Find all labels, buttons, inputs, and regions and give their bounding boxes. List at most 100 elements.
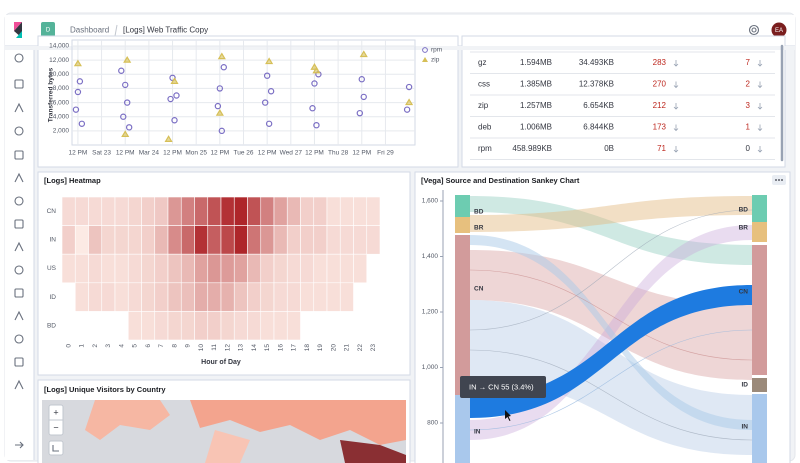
sankey-node[interactable]	[752, 195, 767, 222]
heatmap-cell[interactable]	[61, 196, 76, 226]
heatmap-cell[interactable]	[326, 196, 341, 226]
app-badge[interactable]	[41, 22, 55, 37]
heatmap-cell[interactable]	[300, 282, 315, 312]
heatmap-cell[interactable]	[154, 196, 169, 226]
fit-bounds-button[interactable]	[48, 440, 64, 456]
scatter-point[interactable]	[167, 95, 174, 103]
heatmap-cell[interactable]	[207, 311, 222, 341]
scatter-point[interactable]	[173, 92, 180, 99]
heatmap-cell[interactable]	[167, 282, 182, 312]
heatmap-cell[interactable]	[233, 311, 248, 341]
heatmap-cell[interactable]	[247, 225, 262, 255]
heatmap-cell[interactable]	[233, 196, 248, 226]
heatmap-cell[interactable]	[260, 311, 275, 341]
scatter-point[interactable]	[263, 72, 271, 79]
heatmap-cell[interactable]	[353, 225, 368, 255]
breadcrumb[interactable]: Dashboard	[70, 26, 109, 35]
heatmap-cell[interactable]	[127, 196, 142, 226]
scatter-point[interactable]	[125, 124, 133, 131]
nav-icon[interactable]	[14, 102, 24, 113]
heatmap-cell[interactable]	[207, 253, 222, 284]
heatmap-cell[interactable]	[180, 196, 195, 226]
heatmap-cell[interactable]	[154, 253, 169, 284]
heatmap-cell[interactable]	[180, 282, 195, 312]
scatter-point[interactable]	[216, 85, 224, 92]
heatmap-cell[interactable]	[339, 282, 354, 312]
heatmap-cell[interactable]	[141, 311, 156, 341]
heatmap-cell[interactable]	[114, 282, 129, 312]
heatmap-cell[interactable]	[247, 311, 262, 341]
scatter-point[interactable]	[120, 113, 127, 120]
scatter-point[interactable]	[169, 74, 176, 82]
heatmap-cell[interactable]	[88, 225, 103, 255]
scatter-point[interactable]	[311, 80, 318, 87]
heatmap-cell[interactable]	[220, 225, 235, 255]
scatter-point[interactable]	[220, 64, 227, 71]
heatmap-cell[interactable]	[366, 225, 381, 255]
scatter-point[interactable]	[265, 120, 273, 127]
heatmap-cell[interactable]	[88, 196, 103, 226]
scatter-point[interactable]	[78, 120, 86, 127]
heatmap-cell[interactable]	[167, 311, 182, 341]
heatmap-cell[interactable]	[220, 196, 235, 226]
heatmap-cell[interactable]	[260, 225, 275, 255]
scatter-point[interactable]	[261, 99, 269, 106]
collapse-icon[interactable]	[15, 441, 24, 449]
scatter-point[interactable]	[312, 66, 321, 74]
scatter-point[interactable]	[267, 88, 275, 95]
heatmap-cell[interactable]	[154, 225, 169, 255]
heatmap-cell[interactable]	[114, 225, 129, 255]
heatmap-cell[interactable]	[286, 253, 301, 284]
nav-icon[interactable]	[14, 241, 24, 252]
heatmap-cell[interactable]	[233, 282, 248, 312]
heatmap-cell[interactable]	[101, 253, 116, 284]
scatter-point[interactable]	[215, 109, 224, 116]
heatmap-cell[interactable]	[286, 282, 301, 312]
nav-icon[interactable]	[14, 265, 24, 275]
avatar[interactable]	[771, 22, 787, 38]
heatmap-cell[interactable]	[114, 196, 129, 226]
scatter-point[interactable]	[360, 93, 367, 101]
scatter-point[interactable]	[309, 105, 316, 112]
heatmap-cell[interactable]	[194, 253, 209, 284]
nav-icon[interactable]	[14, 126, 24, 136]
nav-icon[interactable]	[14, 334, 24, 344]
heatmap-cell[interactable]	[273, 196, 288, 226]
heatmap-cell[interactable]	[339, 253, 354, 284]
heatmap-cell[interactable]	[326, 282, 341, 312]
heatmap-cell[interactable]	[207, 225, 222, 255]
heatmap-cell[interactable]	[273, 282, 288, 312]
legend-label[interactable]: zip	[431, 57, 440, 64]
heatmap-cell[interactable]	[154, 311, 169, 341]
heatmap-cell[interactable]	[273, 225, 288, 255]
heatmap-cell[interactable]	[300, 225, 315, 255]
sankey-node[interactable]	[752, 222, 767, 242]
heatmap-cell[interactable]	[101, 225, 116, 255]
heatmap-cell[interactable]	[88, 253, 103, 284]
heatmap-cell[interactable]	[233, 225, 248, 255]
legend-label[interactable]: rpm	[431, 47, 442, 54]
heatmap-cell[interactable]	[127, 282, 142, 312]
heatmap-cell[interactable]	[167, 196, 182, 226]
heatmap-cell[interactable]	[74, 225, 89, 255]
sankey-node[interactable]	[455, 217, 470, 233]
heatmap-cell[interactable]	[127, 253, 142, 284]
nav-icon[interactable]	[14, 150, 24, 160]
scatter-point[interactable]	[123, 99, 131, 106]
heatmap-cell[interactable]	[260, 253, 275, 284]
heatmap-cell[interactable]	[313, 282, 328, 312]
nav-icon[interactable]	[14, 357, 24, 367]
heatmap-cell[interactable]	[353, 253, 368, 284]
heatmap-cell[interactable]	[313, 253, 328, 284]
heatmap-cell[interactable]	[194, 311, 209, 341]
scatter-point[interactable]	[122, 81, 129, 89]
heatmap-cell[interactable]	[247, 196, 262, 226]
nav-icon[interactable]	[14, 79, 24, 89]
heatmap-cell[interactable]	[220, 282, 235, 312]
nav-icon[interactable]	[14, 310, 24, 321]
heatmap-cell[interactable]	[141, 225, 156, 255]
sankey-node[interactable]	[752, 378, 767, 392]
scatter-point[interactable]	[359, 50, 368, 58]
scatter-point[interactable]	[76, 78, 84, 85]
scatter-point[interactable]	[405, 98, 414, 106]
